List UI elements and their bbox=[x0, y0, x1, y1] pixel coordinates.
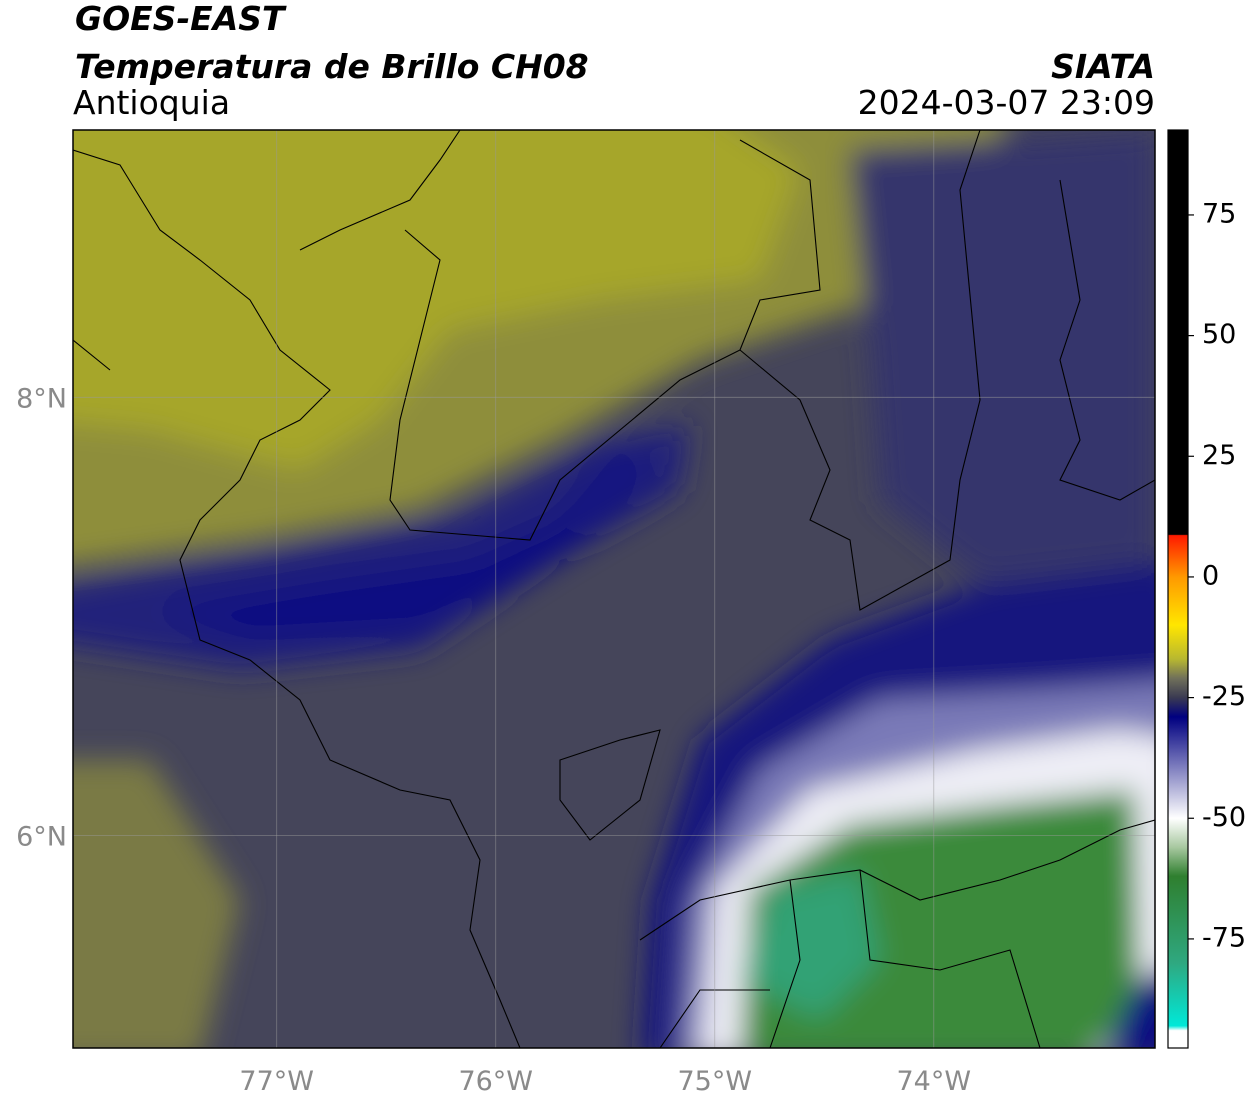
colorbar-tick-label: -75 bbox=[1202, 922, 1246, 953]
colorbar-tick-label: 50 bbox=[1202, 319, 1236, 350]
subtitle: Temperatura de Brillo CH08 bbox=[75, 47, 589, 86]
x-tick-label: 75°W bbox=[677, 1066, 752, 1097]
colorbar-tick-label: 0 bbox=[1202, 560, 1219, 591]
colorbar-tick-label: -25 bbox=[1202, 681, 1246, 712]
y-tick-label: 6°N bbox=[16, 821, 67, 852]
y-tick-label: 8°N bbox=[16, 383, 67, 414]
source: SIATA bbox=[1051, 47, 1155, 86]
colorbar-tick-label: -50 bbox=[1202, 802, 1246, 833]
map-frame bbox=[72, 129, 1156, 1049]
graticule bbox=[73, 130, 1155, 1048]
datetime: 2024-03-07 23:09 bbox=[858, 83, 1155, 122]
colorbar-tick-label: 75 bbox=[1202, 198, 1236, 229]
colorbar-tick-label: 25 bbox=[1202, 440, 1236, 471]
satellite-image bbox=[73, 130, 1155, 1048]
colorbar bbox=[1167, 129, 1189, 1049]
x-tick-label: 77°W bbox=[239, 1066, 314, 1097]
x-tick-label: 76°W bbox=[458, 1066, 533, 1097]
title: GOES-EAST bbox=[75, 0, 287, 38]
region: Antioquia bbox=[73, 83, 230, 122]
x-tick-label: 74°W bbox=[897, 1066, 972, 1097]
